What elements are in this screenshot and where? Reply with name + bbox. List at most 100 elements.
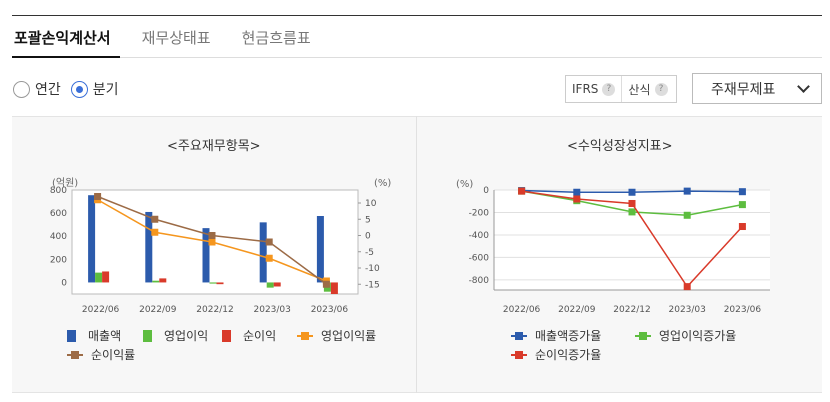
net-margin-point	[265, 238, 273, 246]
legend-op-growth[interactable]: 영업이익증가율	[635, 327, 736, 344]
op-income-bar	[266, 282, 274, 288]
statement-type-select[interactable]: 주재무제표	[692, 73, 822, 104]
op-income-bar	[209, 282, 217, 284]
legend-net-margin[interactable]: 순이익률	[67, 346, 135, 363]
legend-op-margin[interactable]: 영업이익률	[297, 327, 376, 344]
chart1-x-tick: 2023/03	[254, 305, 291, 315]
chart2-y-tick: -600	[469, 253, 490, 263]
tab-cash-flow[interactable]: 현금흐름표	[241, 29, 311, 47]
legend-sales-swatch	[67, 329, 76, 342]
chart1-left-tick: 400	[50, 232, 67, 242]
net-growth-point	[738, 223, 746, 231]
radio-annual-circle[interactable]	[13, 80, 30, 98]
net-income-bar	[273, 282, 281, 287]
net-growth-point	[628, 199, 636, 207]
chart2-x-tick: 2022/06	[503, 305, 541, 315]
net-margin-point	[94, 193, 102, 200]
chart1-right-tick: -10	[365, 264, 380, 274]
radio-annual-label: 연간	[35, 82, 61, 98]
legend-op-margin-label: 영업이익률	[321, 329, 377, 343]
chart2-x-tick: 2023/06	[724, 305, 762, 315]
radio-annual[interactable]: 연간	[13, 79, 61, 99]
chart1-left-tick: 600	[50, 209, 67, 219]
sales-bar	[145, 211, 153, 283]
ifrs-info: IFRS ?	[566, 76, 621, 102]
chart2-y-tick: 0	[483, 186, 489, 196]
tab-income-statement[interactable]: 포괄손익계산서	[14, 29, 111, 47]
chart1-right-tick: -5	[365, 248, 374, 258]
tab-divider	[12, 57, 822, 58]
chart2-y-tick: -200	[469, 208, 490, 218]
legend-op-income-label: 영업이익	[164, 329, 209, 343]
legend-net-income-swatch	[222, 329, 231, 342]
period-radio-group: 연간 분기	[13, 79, 129, 99]
sales-bar	[202, 228, 210, 283]
op-margin-point	[265, 254, 273, 262]
legend-net-growth[interactable]: 순이익증가율	[511, 346, 601, 363]
chart1-right-tick: 10	[365, 199, 377, 209]
legend-sales-growth-label: 매출액증가율	[535, 329, 602, 343]
legend-sales[interactable]: 매출액	[67, 327, 121, 344]
net-margin-point	[151, 215, 159, 223]
radio-quarterly-circle[interactable]	[70, 80, 88, 98]
legend-net-growth-swatch	[511, 349, 527, 361]
chart2-legend: 매출액증가율 영업이익증가율 순이익증가율	[511, 327, 811, 363]
chart1-right-tick: -15	[365, 280, 380, 290]
net-income-bar	[216, 282, 224, 285]
chart1-x-tick: 2023/06	[311, 305, 349, 315]
ifrs-label: IFRS	[572, 82, 599, 96]
sales-growth-point	[628, 188, 636, 196]
net-income-bar	[102, 271, 110, 283]
op-income-bar	[152, 280, 160, 283]
chart1-left-tick: 200	[50, 255, 67, 265]
op-growth-point	[738, 201, 746, 209]
chart2-x-tick: 2022/09	[558, 305, 596, 315]
legend-net-margin-swatch	[67, 349, 83, 361]
net-income-bar	[330, 282, 338, 294]
chart1-title: <주요재무항목>	[167, 139, 261, 154]
legend-net-income-label: 순이익	[243, 329, 277, 343]
statement-type-value: 주재무제표	[711, 81, 776, 98]
chart2-title: <수익성장성지표>	[567, 139, 673, 154]
chart1-x-tick: 2022/12	[196, 305, 233, 315]
chart1-left-tick: 0	[61, 278, 67, 288]
chart1-right-tick: 5	[365, 215, 371, 225]
net-income-bar	[159, 278, 167, 283]
chart1-left-tick: 800	[50, 186, 67, 196]
ifrs-help-icon[interactable]: ?	[602, 82, 616, 96]
op-income-bar	[95, 272, 103, 283]
legend-net-income[interactable]: 순이익	[222, 327, 276, 344]
calc-info: 산식 ?	[621, 76, 673, 102]
chart1-legend: 매출액 영업이익 순이익 영업이익률 순이익률	[67, 327, 387, 363]
accounting-standard-box: IFRS ? 산식 ?	[565, 75, 677, 103]
legend-sales-label: 매출액	[88, 329, 122, 343]
net-growth-point	[518, 187, 526, 195]
op-growth-point	[683, 211, 691, 219]
tab-balance-sheet[interactable]: 재무상태표	[141, 29, 211, 47]
chart1-x-tick: 2022/09	[139, 305, 177, 315]
legend-sales-growth-swatch	[511, 330, 527, 342]
sales-growth-point	[573, 188, 581, 196]
chart1-x-tick: 2022/06	[82, 305, 120, 315]
legend-op-growth-label: 영업이익증가율	[659, 329, 737, 343]
active-tab-indicator	[12, 56, 120, 58]
legend-op-growth-swatch	[635, 330, 651, 342]
chevron-down-icon	[797, 79, 810, 93]
radio-quarterly-label: 분기	[92, 82, 119, 98]
charts-divider	[416, 116, 417, 393]
net-growth-point	[573, 195, 581, 203]
chart1-left-axis-label: (억원)	[52, 177, 78, 189]
legend-net-margin-label: 순이익률	[91, 348, 136, 362]
top-rule	[12, 15, 822, 16]
legend-op-income[interactable]: 영업이익	[143, 327, 208, 344]
calc-help-icon[interactable]: ?	[654, 82, 668, 96]
chart2-x-tick: 2022/12	[613, 305, 650, 315]
chart1-right-tick: 0	[365, 232, 371, 242]
legend-sales-growth[interactable]: 매출액증가율	[511, 327, 601, 344]
sales-bar	[259, 222, 267, 283]
chart2-y-tick: -400	[469, 231, 490, 241]
radio-quarterly[interactable]: 분기	[70, 79, 119, 99]
op-growth-point	[628, 208, 636, 216]
op-margin-point	[208, 238, 216, 246]
chart2-axis-label: (%)	[456, 179, 473, 190]
